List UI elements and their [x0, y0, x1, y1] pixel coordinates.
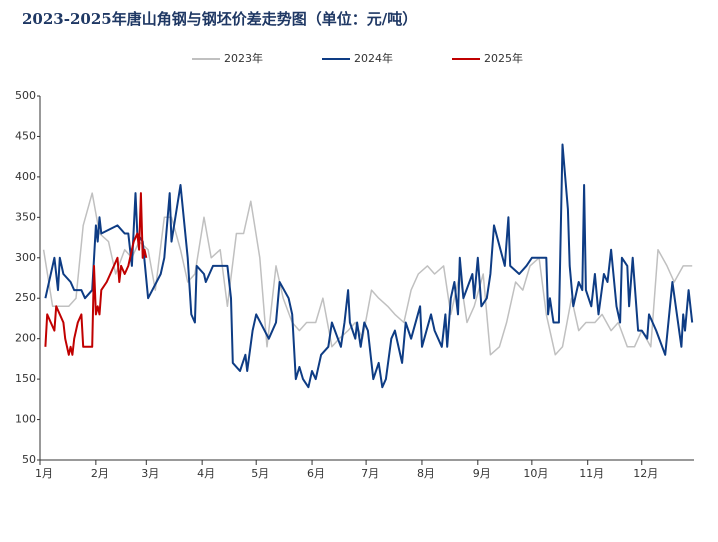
- x-tick-label: 10月: [523, 467, 548, 480]
- x-tick-label: 9月: [473, 467, 491, 480]
- y-tick-label: 200: [15, 332, 36, 345]
- x-tick-label: 12月: [633, 467, 658, 480]
- y-tick-label: 250: [15, 291, 36, 304]
- series-line: [42, 192, 693, 356]
- x-tick-label: 3月: [141, 467, 159, 480]
- x-tick-label: 11月: [579, 467, 604, 480]
- y-tick-label: 500: [15, 89, 36, 102]
- chart-title: 2023-2025年唐山角钢与钢坯价差走势图（单位：元/吨）: [22, 10, 417, 28]
- y-tick-label: 100: [15, 413, 36, 426]
- y-tick-label: 450: [15, 129, 36, 142]
- y-tick-label: 400: [15, 170, 36, 183]
- x-tick-label: 1月: [35, 467, 53, 480]
- series-line: [44, 192, 148, 356]
- y-tick-label: 300: [15, 251, 36, 264]
- y-tick-label: 150: [15, 372, 36, 385]
- x-tick-label: 5月: [251, 467, 269, 480]
- x-tick-label: 2月: [91, 467, 109, 480]
- x-tick-label: 6月: [307, 467, 325, 480]
- legend-label: 2025年: [484, 51, 523, 65]
- y-tick-label: 350: [15, 210, 36, 223]
- x-tick-label: 7月: [361, 467, 379, 480]
- legend-label: 2024年: [354, 51, 393, 65]
- x-tick-label: 4月: [197, 467, 215, 480]
- legend-label: 2023年: [224, 51, 263, 65]
- x-tick-label: 8月: [417, 467, 435, 480]
- series-line: [44, 143, 694, 389]
- y-tick-label: 50: [22, 453, 36, 466]
